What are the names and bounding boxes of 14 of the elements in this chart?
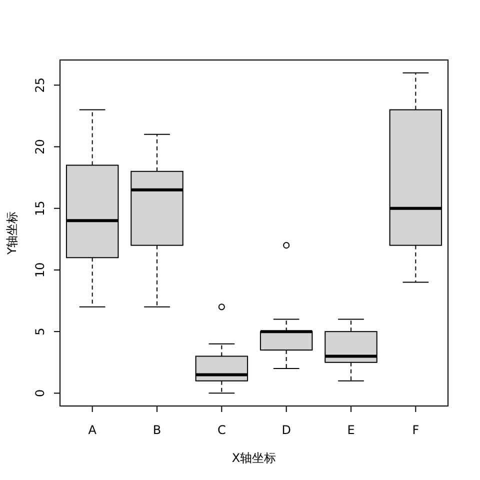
x-tick-label: D	[282, 423, 291, 437]
x-axis-title: X轴坐标	[232, 451, 276, 465]
y-tick-label: 10	[33, 262, 47, 278]
x-tick-label: B	[152, 423, 162, 437]
x-tick-label: C	[217, 423, 226, 437]
x-tick-label: E	[347, 423, 355, 437]
y-tick-label: 20	[33, 139, 47, 154]
y-tick-label: 15	[33, 200, 47, 216]
y-axis-title: Y轴坐标	[5, 211, 19, 256]
y-tick-label: 25	[33, 77, 47, 93]
x-tick-label: F	[412, 423, 420, 437]
x-tick-label: A	[88, 423, 98, 437]
y-tick-label: 5	[33, 328, 47, 336]
y-tick-label: 0	[33, 389, 47, 398]
